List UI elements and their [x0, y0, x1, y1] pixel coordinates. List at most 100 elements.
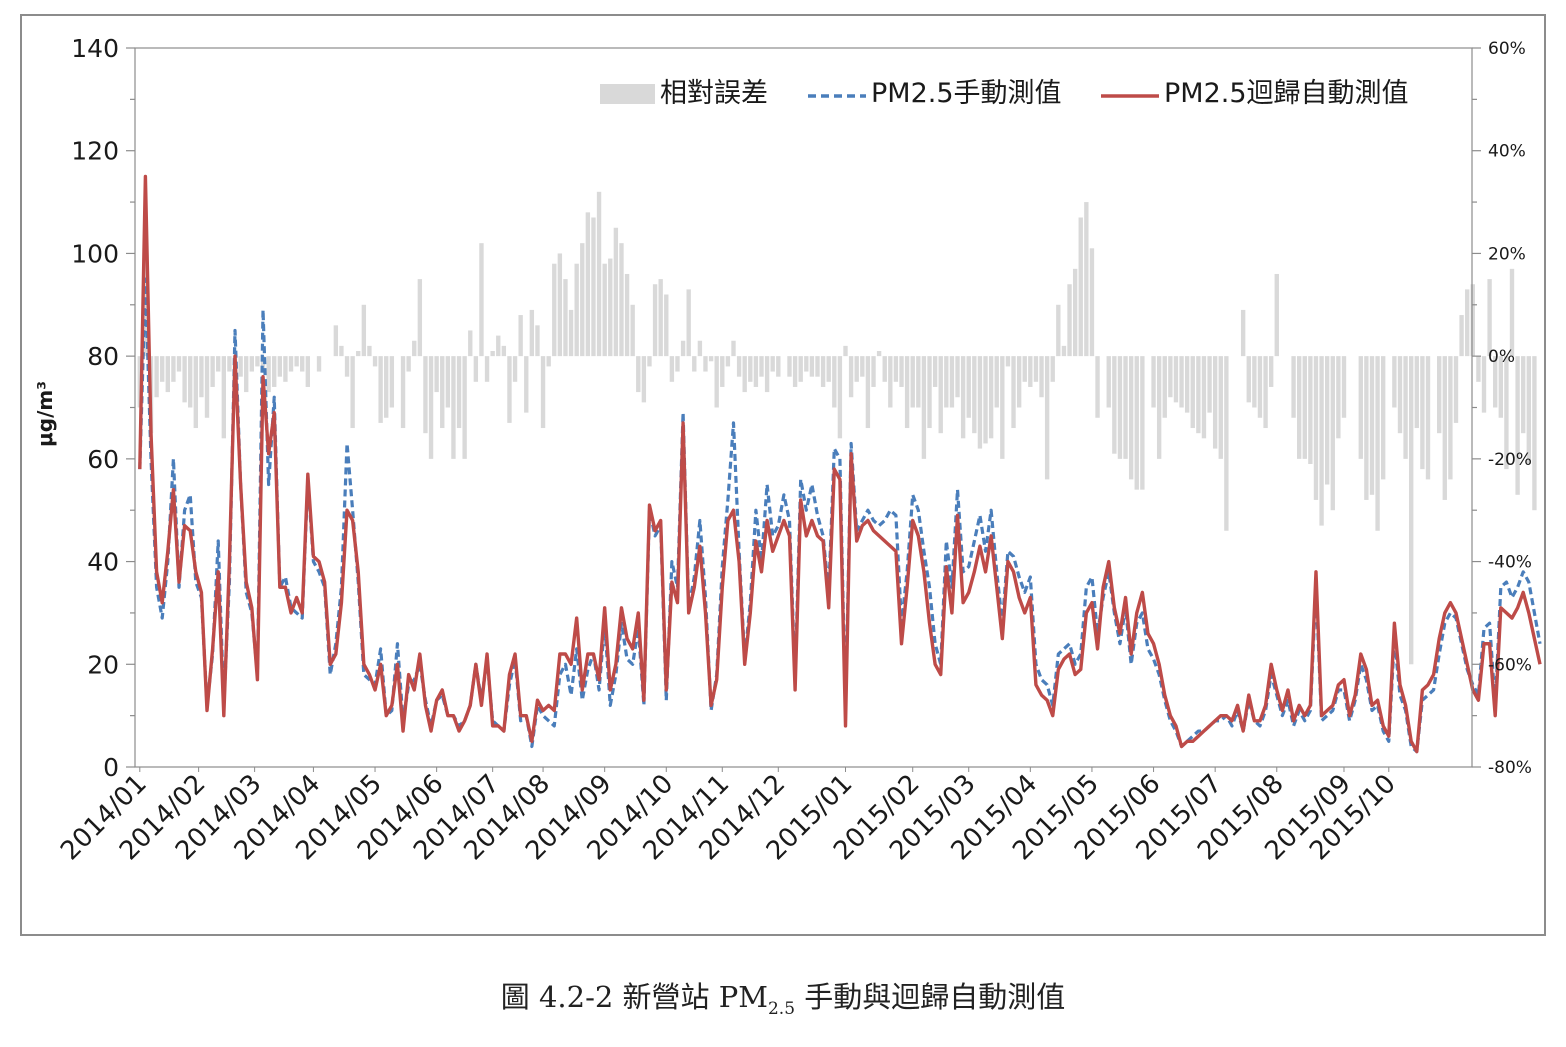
- error-bar: [1207, 356, 1212, 413]
- error-bar: [742, 356, 747, 393]
- error-bar: [703, 356, 708, 372]
- error-bar: [300, 356, 305, 372]
- error-bar: [440, 356, 445, 429]
- error-bar: [384, 356, 389, 418]
- legend-manual-label: PM2.5手動測值: [871, 78, 1062, 109]
- error-bar: [904, 356, 910, 429]
- error-bar: [193, 356, 198, 429]
- error-bar: [372, 356, 378, 367]
- error-bar: [692, 356, 697, 372]
- error-bar: [210, 356, 215, 387]
- y-tick-label: 60: [87, 445, 119, 474]
- error-bar: [1257, 356, 1263, 418]
- error-bar: [647, 356, 652, 367]
- error-bar: [1128, 356, 1134, 480]
- error-bar: [1369, 356, 1375, 495]
- error-bar: [1526, 356, 1531, 464]
- error-bar: [1448, 356, 1453, 480]
- error-bar: [535, 325, 540, 357]
- auto-series-line: [138, 174, 1542, 754]
- error-bar: [1341, 356, 1347, 418]
- error-bar: [1274, 273, 1279, 357]
- error-bar: [255, 356, 260, 367]
- y2-tick-label: 40%: [1488, 142, 1526, 162]
- error-bar: [1375, 356, 1380, 531]
- error-bar: [557, 253, 563, 357]
- error-bar: [736, 356, 742, 377]
- error-bar: [434, 356, 439, 393]
- error-bar: [389, 356, 395, 408]
- error-bar: [636, 356, 641, 393]
- caption-prefix: 圖 4.2-2 新營站 PM: [500, 980, 768, 1014]
- chart-frame: 0 20 40 60 80 100 120 140 -80% -60% -40% -20% 0% 20%…: [20, 14, 1546, 936]
- error-bar: [468, 330, 473, 357]
- error-bar: [1425, 356, 1431, 480]
- error-bar: [1509, 268, 1515, 357]
- error-bar: [165, 356, 170, 393]
- error-bar: [417, 279, 423, 357]
- legend-bar-label: 相對誤差: [660, 78, 768, 109]
- error-bar: [641, 356, 647, 403]
- error-bar: [1056, 304, 1061, 357]
- error-bar: [1403, 356, 1408, 459]
- y2-tick-label: 60%: [1488, 39, 1526, 59]
- error-bar: [1089, 248, 1095, 357]
- error-bar: [412, 340, 417, 357]
- error-bar: [260, 356, 266, 372]
- y2-tick-labels: -80% -60% -40% -20% 0% 20% 40% 60%: [1488, 39, 1532, 778]
- error-bar: [731, 340, 736, 357]
- error-bar: [1078, 217, 1083, 357]
- error-bar: [1268, 356, 1274, 387]
- error-bar: [843, 345, 848, 357]
- error-bar: [759, 356, 764, 377]
- error-bar: [1218, 356, 1223, 459]
- error-bar: [1319, 356, 1324, 526]
- error-bar: [714, 356, 719, 408]
- error-bar: [160, 356, 165, 382]
- error-bar: [1308, 356, 1313, 464]
- error-bar: [1000, 356, 1005, 459]
- error-bar: [893, 356, 899, 382]
- error-bar: [249, 356, 254, 372]
- error-bar: [479, 243, 484, 357]
- error-bar: [944, 356, 949, 408]
- error-bar: [748, 356, 753, 382]
- error-bar: [238, 356, 243, 377]
- error-bar: [1381, 356, 1386, 480]
- error-bar: [725, 356, 731, 367]
- error-bar: [787, 356, 792, 377]
- error-bar: [1442, 356, 1447, 500]
- error-bar: [1106, 356, 1111, 408]
- error-bar: [1151, 356, 1156, 408]
- error-bar: [1459, 315, 1464, 357]
- y-tick-label: 0: [103, 753, 119, 782]
- error-bar: [339, 345, 344, 357]
- error-bar: [501, 345, 507, 357]
- error-bar: [938, 356, 943, 434]
- error-bar: [1324, 356, 1330, 485]
- error-bar: [344, 356, 350, 377]
- error-bar: [221, 356, 226, 439]
- error-bar: [1095, 356, 1100, 418]
- error-bar: [848, 356, 854, 398]
- error-bar: [563, 279, 568, 357]
- error-bar: [1476, 356, 1481, 382]
- error-bar: [445, 356, 451, 408]
- error-bar: [1033, 356, 1039, 382]
- error-bar: [367, 345, 372, 357]
- error-bar: [764, 356, 770, 393]
- error-bar: [316, 356, 322, 372]
- error-bar: [753, 356, 759, 387]
- error-bar: [972, 356, 977, 434]
- error-bar: [1330, 356, 1335, 511]
- error-bar: [1302, 356, 1307, 459]
- error-bar: [876, 351, 882, 357]
- error-bar: [1498, 356, 1503, 418]
- error-bar: [1028, 356, 1033, 387]
- error-bar: [473, 356, 479, 382]
- error-bar: [1336, 356, 1341, 439]
- error-bar: [546, 356, 551, 367]
- y2-tick-label: -20%: [1488, 450, 1532, 470]
- error-bar: [1005, 356, 1011, 367]
- error-bar: [613, 227, 619, 357]
